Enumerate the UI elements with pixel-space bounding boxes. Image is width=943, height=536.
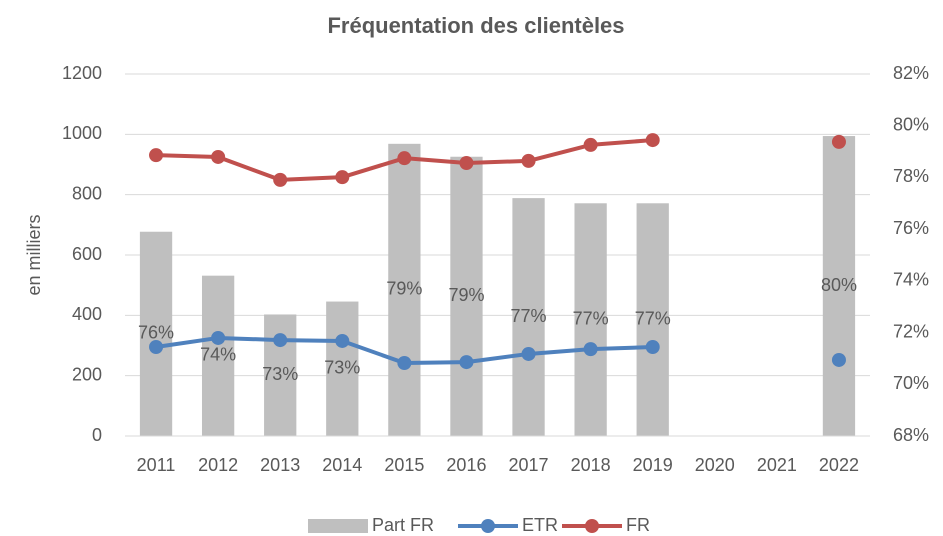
data-label: 79% xyxy=(386,279,422,299)
marker xyxy=(459,155,474,170)
legend-label: Part FR xyxy=(372,515,434,535)
legend-swatch xyxy=(308,519,368,533)
y2-tick-label: 74% xyxy=(893,270,929,290)
y2-tick-label: 70% xyxy=(893,373,929,393)
marker xyxy=(335,170,350,185)
marker xyxy=(645,133,660,148)
marker xyxy=(397,355,412,370)
x-tick-label: 2018 xyxy=(571,455,611,475)
x-tick-label: 2014 xyxy=(322,455,362,475)
marker xyxy=(521,153,536,168)
legend-marker xyxy=(585,519,599,533)
bar xyxy=(388,143,421,437)
data-label: 73% xyxy=(324,358,360,378)
marker xyxy=(583,342,598,357)
line xyxy=(156,140,839,180)
y-tick-label: 800 xyxy=(72,183,102,203)
data-label: 80% xyxy=(821,275,857,295)
marker xyxy=(397,151,412,166)
legend-label: FR xyxy=(626,515,650,535)
marker xyxy=(211,330,226,345)
y-tick-label: 200 xyxy=(72,364,102,384)
y-tick-label: 1200 xyxy=(62,63,102,83)
x-tick-label: 2022 xyxy=(819,455,859,475)
x-tick-label: 2015 xyxy=(384,455,424,475)
data-label: 77% xyxy=(573,308,609,328)
y2-tick-label: 78% xyxy=(893,166,929,186)
y-tick-label: 600 xyxy=(72,244,102,264)
y2-tick-label: 82% xyxy=(893,63,929,83)
bar xyxy=(326,301,359,436)
marker xyxy=(273,333,288,348)
data-label: 74% xyxy=(200,345,236,365)
legend-label: ETR xyxy=(522,515,558,535)
marker xyxy=(645,340,660,355)
marker xyxy=(149,340,164,355)
y-tick-label: 400 xyxy=(72,304,102,324)
line xyxy=(156,338,839,363)
bar xyxy=(822,136,856,437)
data-label: 76% xyxy=(138,323,174,343)
marker xyxy=(149,148,164,163)
x-tick-label: 2012 xyxy=(198,455,238,475)
data-label: 73% xyxy=(262,364,298,384)
marker xyxy=(211,149,226,164)
marker xyxy=(831,134,846,149)
x-tick-label: 2021 xyxy=(757,455,797,475)
marker xyxy=(521,346,536,361)
y2-tick-label: 80% xyxy=(893,114,929,134)
marker xyxy=(583,137,598,152)
marker xyxy=(335,333,350,348)
x-tick-label: 2016 xyxy=(446,455,486,475)
data-label: 77% xyxy=(635,308,671,328)
x-tick-label: 2019 xyxy=(633,455,673,475)
marker xyxy=(831,352,846,367)
bar xyxy=(574,203,607,436)
chart-title: Fréquentation des clientèles xyxy=(327,13,624,38)
x-tick-label: 2020 xyxy=(695,455,735,475)
bar xyxy=(512,198,545,436)
y-tick-label: 1000 xyxy=(62,123,102,143)
y-axis-label: en milliers xyxy=(24,214,44,295)
y-tick-label: 0 xyxy=(92,425,102,445)
x-tick-label: 2011 xyxy=(137,455,176,475)
y2-tick-label: 76% xyxy=(893,218,929,238)
data-label: 77% xyxy=(511,306,547,326)
x-tick-label: 2013 xyxy=(260,455,300,475)
marker xyxy=(273,172,288,187)
legend-marker xyxy=(481,519,495,533)
x-tick-label: 2017 xyxy=(509,455,549,475)
bar xyxy=(450,156,483,436)
y2-tick-label: 72% xyxy=(893,321,929,341)
bar xyxy=(636,203,669,436)
data-label: 79% xyxy=(448,285,484,305)
bar xyxy=(139,231,173,436)
marker xyxy=(459,355,474,370)
y2-tick-label: 68% xyxy=(893,425,929,445)
bar xyxy=(201,275,235,436)
